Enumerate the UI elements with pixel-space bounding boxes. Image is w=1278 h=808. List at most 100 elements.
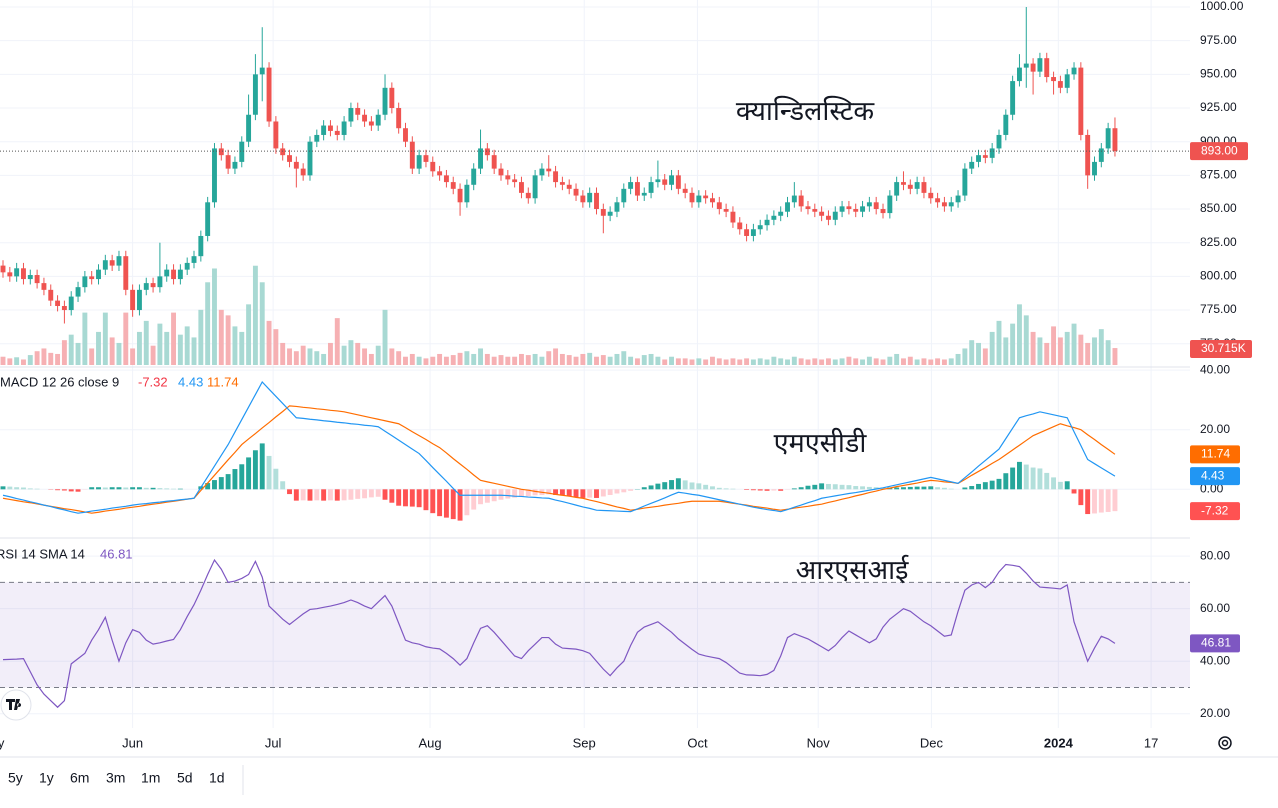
histogram-bar xyxy=(21,487,26,490)
candle-body xyxy=(819,211,825,216)
histogram-bar xyxy=(205,483,211,490)
volume-bar xyxy=(1105,340,1111,365)
volume-bar xyxy=(928,359,934,365)
candle-body xyxy=(307,141,313,176)
histogram-bar xyxy=(853,486,859,490)
volume-bar xyxy=(1003,337,1009,365)
range-button[interactable]: 3m xyxy=(106,770,125,786)
histogram-bar xyxy=(212,480,217,490)
candle-body xyxy=(648,182,654,193)
volume-bar xyxy=(634,358,640,365)
volume-bar xyxy=(628,356,634,365)
volume-bar xyxy=(1051,326,1057,365)
candle-body xyxy=(14,268,20,277)
candle-body xyxy=(628,182,634,189)
rsi-line xyxy=(2,558,1116,709)
histogram-bar xyxy=(703,484,709,490)
histogram-bar xyxy=(232,469,238,490)
histogram-bar xyxy=(948,488,954,490)
candle-body xyxy=(109,260,115,266)
volume-bar xyxy=(273,329,279,365)
candle-body xyxy=(252,74,258,115)
volume-bar xyxy=(375,345,381,365)
candle-body xyxy=(7,272,13,277)
volume-bar xyxy=(21,359,26,365)
volume-bar xyxy=(778,358,784,365)
x-tick-label: Aug xyxy=(418,735,441,750)
volume-bar xyxy=(205,282,211,365)
histogram-bar xyxy=(437,489,443,517)
histogram-bar xyxy=(341,489,347,501)
histogram-bar xyxy=(614,489,620,494)
range-button[interactable]: 5y xyxy=(8,770,23,786)
histogram-bar xyxy=(1078,489,1084,506)
volume-bar xyxy=(89,348,95,365)
volume-bar xyxy=(703,359,709,365)
volume-bar xyxy=(443,356,449,365)
volume-bar xyxy=(7,358,13,365)
volume-bar xyxy=(532,353,538,365)
volume-bar xyxy=(239,331,245,365)
candle-body xyxy=(969,161,975,169)
range-button[interactable]: 6m xyxy=(70,770,89,786)
volume-bar xyxy=(907,356,913,365)
histogram-bar xyxy=(266,455,272,490)
candle-body xyxy=(41,283,47,290)
histogram-bar xyxy=(744,489,750,490)
histogram-bar xyxy=(89,487,95,490)
histogram-bar xyxy=(348,489,354,500)
range-button[interactable]: 1d xyxy=(209,770,225,786)
histogram-bar xyxy=(662,482,668,490)
candle-body xyxy=(955,195,961,203)
macd-line xyxy=(2,381,1116,514)
histogram-bar xyxy=(771,489,777,491)
histogram-bar xyxy=(7,486,13,490)
histogram-bar xyxy=(716,487,722,490)
candle-body xyxy=(471,168,477,185)
volume-bar xyxy=(403,356,408,365)
volume-bar xyxy=(955,353,961,365)
candle-body xyxy=(293,161,299,169)
candle-body xyxy=(962,168,968,196)
histogram-bar xyxy=(566,489,572,497)
volume-bar xyxy=(607,356,613,365)
volume-bar xyxy=(382,309,388,365)
candle-body xyxy=(177,269,183,280)
volume-bar xyxy=(130,348,136,365)
volume-bar xyxy=(116,342,122,365)
volume-bar xyxy=(553,348,559,365)
volume-bar xyxy=(82,312,88,365)
candle-body xyxy=(225,155,231,169)
volume-bar xyxy=(696,358,702,365)
settings-icon[interactable] xyxy=(1218,736,1232,750)
histogram-bar xyxy=(96,487,101,490)
candle-body xyxy=(832,211,838,220)
histogram-bar xyxy=(587,489,593,498)
histogram-bar xyxy=(27,488,33,490)
candle-body xyxy=(839,206,845,212)
volume-bar xyxy=(1010,323,1016,365)
candle-body xyxy=(675,175,681,189)
volume-bar xyxy=(232,326,238,365)
candle-body xyxy=(48,289,54,301)
histogram-bar xyxy=(655,483,661,490)
range-button[interactable]: 5d xyxy=(177,770,193,786)
histogram-bar xyxy=(218,477,224,490)
histogram-bar xyxy=(553,489,559,495)
range-button[interactable]: 1y xyxy=(39,770,54,786)
range-button[interactable]: 1m xyxy=(141,770,160,786)
candle-body xyxy=(300,168,306,176)
volume-bar xyxy=(437,353,443,365)
candle-body xyxy=(559,182,565,185)
y-tick-label: 925.00 xyxy=(1200,100,1237,114)
histogram-bar xyxy=(675,478,681,490)
volume-bar xyxy=(416,356,422,365)
histogram-bar xyxy=(573,489,579,498)
volume-bar xyxy=(641,355,647,365)
candle-body xyxy=(723,209,729,212)
candle-body xyxy=(935,198,941,203)
candle-body xyxy=(812,209,818,212)
candle-body xyxy=(287,155,292,162)
histogram-bar xyxy=(252,450,258,490)
